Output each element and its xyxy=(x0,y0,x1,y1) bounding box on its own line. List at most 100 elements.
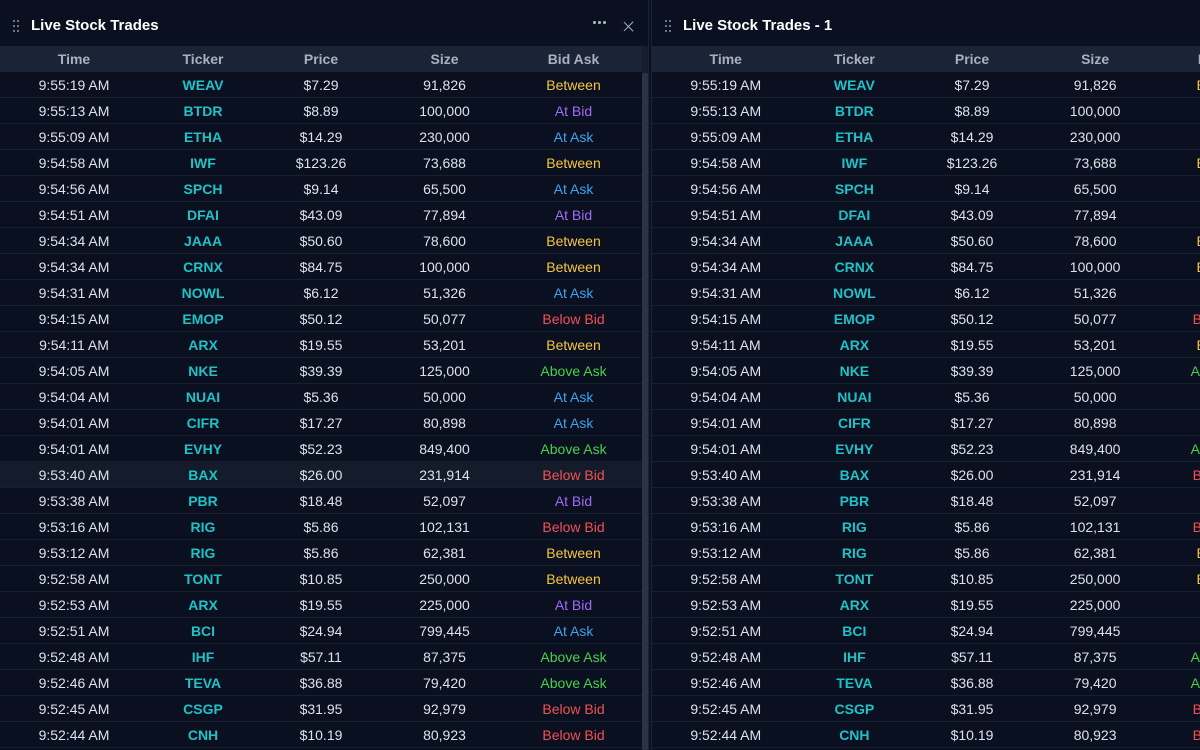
table-row[interactable]: 9:54:11 AM ARX $19.55 53,201 Between xyxy=(0,332,642,358)
ticker-symbol[interactable]: WEAV xyxy=(182,76,224,93)
table-row[interactable]: 9:52:48 AM IHF $57.11 87,375 Above Ask xyxy=(652,644,1200,670)
table-row[interactable]: 9:52:58 AM TONT $10.85 250,000 Between xyxy=(652,566,1200,592)
table-row[interactable]: 9:54:34 AM CRNX $84.75 100,000 Between xyxy=(0,254,642,280)
more-options-icon[interactable] xyxy=(593,21,607,25)
ticker-symbol[interactable]: CIFR xyxy=(186,414,220,431)
table-row[interactable]: 9:54:34 AM JAAA $50.60 78,600 Between xyxy=(0,228,642,254)
column-header-size[interactable]: Size xyxy=(1081,51,1110,67)
ticker-symbol[interactable]: CNH xyxy=(839,726,870,743)
ticker-symbol[interactable]: IWF xyxy=(190,154,216,171)
ticker-symbol[interactable]: NOWL xyxy=(181,284,225,301)
table-row[interactable]: 9:55:19 AM WEAV $7.29 91,826 Between xyxy=(652,72,1200,98)
table-row[interactable]: 9:54:05 AM NKE $39.39 125,000 Above Ask xyxy=(0,358,642,384)
column-header-time[interactable]: Time xyxy=(709,51,742,67)
table-row[interactable]: 9:54:58 AM IWF $123.26 73,688 Between xyxy=(652,150,1200,176)
table-row[interactable]: 9:54:15 AM EMOP $50.12 50,077 Below Bid xyxy=(652,306,1200,332)
close-icon[interactable] xyxy=(623,21,634,32)
table-row[interactable]: 9:55:09 AM ETHA $14.29 230,000 At Ask xyxy=(0,124,642,150)
ticker-symbol[interactable]: BAX xyxy=(839,466,870,483)
column-header-bid-ask[interactable]: Bid Ask xyxy=(547,51,600,67)
table-row[interactable]: 9:54:56 AM SPCH $9.14 65,500 At Ask xyxy=(0,176,642,202)
ticker-symbol[interactable]: RIG xyxy=(190,518,216,535)
ticker-symbol[interactable]: ARX xyxy=(839,336,870,353)
column-header-bid-ask[interactable]: Bid Ask xyxy=(1155,51,1200,67)
column-header-size[interactable]: Size xyxy=(430,51,459,67)
scrollbar-thumb[interactable] xyxy=(642,73,648,750)
ticker-symbol[interactable]: EVHY xyxy=(183,440,223,457)
table-row[interactable]: 9:53:38 AM PBR $18.48 52,097 At Bid xyxy=(652,488,1200,514)
table-row[interactable]: 9:54:05 AM NKE $39.39 125,000 Above Ask xyxy=(652,358,1200,384)
vertical-scrollbar[interactable] xyxy=(642,46,648,750)
table-row[interactable]: 9:54:15 AM EMOP $50.12 50,077 Below Bid xyxy=(0,306,642,332)
ticker-symbol[interactable]: IHF xyxy=(843,648,866,665)
ticker-symbol[interactable]: ARX xyxy=(839,596,870,613)
ticker-symbol[interactable]: DFAI xyxy=(838,206,871,223)
ticker-symbol[interactable]: ETHA xyxy=(183,128,223,145)
table-row[interactable]: 9:55:13 AM BTDR $8.89 100,000 At Bid xyxy=(652,98,1200,124)
ticker-symbol[interactable]: NKE xyxy=(839,362,870,379)
column-header-time[interactable]: Time xyxy=(57,51,91,67)
ticker-symbol[interactable]: WEAV xyxy=(833,76,875,93)
table-row[interactable]: 9:52:51 AM BCI $24.94 799,445 At Ask xyxy=(652,618,1200,644)
table-row[interactable]: 9:54:01 AM EVHY $52.23 849,400 Above Ask xyxy=(0,436,642,462)
ticker-symbol[interactable]: IHF xyxy=(191,648,215,665)
table-row[interactable]: 9:55:09 AM ETHA $14.29 230,000 At Ask xyxy=(652,124,1200,150)
ticker-symbol[interactable]: BAX xyxy=(188,466,218,483)
table-row[interactable]: 9:53:40 AM BAX $26.00 231,914 Below Bid xyxy=(652,462,1200,488)
ticker-symbol[interactable]: JAAA xyxy=(183,232,223,249)
ticker-symbol[interactable]: IWF xyxy=(841,154,868,171)
table-row[interactable]: 9:54:58 AM IWF $123.26 73,688 Between xyxy=(0,150,642,176)
ticker-symbol[interactable]: SPCH xyxy=(834,180,874,197)
ticker-symbol[interactable]: TEVA xyxy=(836,674,873,691)
table-row[interactable]: 9:52:51 AM BCI $24.94 799,445 At Ask xyxy=(0,618,642,644)
ticker-symbol[interactable]: ETHA xyxy=(835,128,874,145)
ticker-symbol[interactable]: CSGP xyxy=(834,700,875,717)
table-row[interactable]: 9:52:46 AM TEVA $36.88 79,420 Above Ask xyxy=(652,670,1200,696)
ticker-symbol[interactable]: ARX xyxy=(188,596,218,613)
table-row[interactable]: 9:54:04 AM NUAI $5.36 50,000 At Ask xyxy=(0,384,642,410)
ticker-symbol[interactable]: BCI xyxy=(190,622,216,639)
table-row[interactable]: 9:55:19 AM WEAV $7.29 91,826 Between xyxy=(0,72,642,98)
ticker-symbol[interactable]: NUAI xyxy=(185,388,221,405)
ticker-symbol[interactable]: CRNX xyxy=(183,258,223,275)
ticker-symbol[interactable]: BCI xyxy=(842,622,867,639)
column-header-ticker[interactable]: Ticker xyxy=(833,51,875,67)
table-row[interactable]: 9:52:53 AM ARX $19.55 225,000 At Bid xyxy=(652,592,1200,618)
ticker-symbol[interactable]: EVHY xyxy=(835,440,874,457)
table-row[interactable]: 9:54:56 AM SPCH $9.14 65,500 At Ask xyxy=(652,176,1200,202)
ticker-symbol[interactable]: NKE xyxy=(188,362,218,379)
table-row[interactable]: 9:53:12 AM RIG $5.86 62,381 Between xyxy=(652,540,1200,566)
table-row[interactable]: 9:53:38 AM PBR $18.48 52,097 At Bid xyxy=(0,488,642,514)
table-row[interactable]: 9:54:51 AM DFAI $43.09 77,894 At Bid xyxy=(652,202,1200,228)
ticker-symbol[interactable]: SPCH xyxy=(183,180,223,197)
ticker-symbol[interactable]: EMOP xyxy=(182,310,224,327)
table-row[interactable]: 9:53:16 AM RIG $5.86 102,131 Below Bid xyxy=(652,514,1200,540)
table-row[interactable]: 9:52:53 AM ARX $19.55 225,000 At Bid xyxy=(0,592,642,618)
ticker-symbol[interactable]: TEVA xyxy=(184,674,222,691)
table-row[interactable]: 9:52:48 AM IHF $57.11 87,375 Above Ask xyxy=(0,644,642,670)
table-row[interactable]: 9:55:13 AM BTDR $8.89 100,000 At Bid xyxy=(0,98,642,124)
table-row[interactable]: 9:54:31 AM NOWL $6.12 51,326 At Ask xyxy=(0,280,642,306)
table-row[interactable]: 9:54:01 AM EVHY $52.23 849,400 Above Ask xyxy=(652,436,1200,462)
table-row[interactable]: 9:54:34 AM CRNX $84.75 100,000 Between xyxy=(652,254,1200,280)
ticker-symbol[interactable]: CSGP xyxy=(183,700,223,717)
ticker-symbol[interactable]: TONT xyxy=(184,570,222,587)
ticker-symbol[interactable]: RIG xyxy=(190,544,216,561)
table-row[interactable]: 9:52:46 AM TEVA $36.88 79,420 Above Ask xyxy=(0,670,642,696)
ticker-symbol[interactable]: EMOP xyxy=(833,310,875,327)
table-row[interactable]: 9:52:58 AM TONT $10.85 250,000 Between xyxy=(0,566,642,592)
table-row[interactable]: 9:52:45 AM CSGP $31.95 92,979 Below Bid xyxy=(0,696,642,722)
table-row[interactable]: 9:52:44 AM CNH $10.19 80,923 Below Bid xyxy=(652,722,1200,748)
table-row[interactable]: 9:53:16 AM RIG $5.86 102,131 Below Bid xyxy=(0,514,642,540)
table-row[interactable]: 9:54:34 AM JAAA $50.60 78,600 Between xyxy=(652,228,1200,254)
ticker-symbol[interactable]: PBR xyxy=(188,492,218,509)
table-row[interactable]: 9:52:44 AM CNH $10.19 80,923 Below Bid xyxy=(0,722,642,748)
table-row[interactable]: 9:54:01 AM CIFR $17.27 80,898 At Ask xyxy=(0,410,642,436)
drag-handle-icon[interactable] xyxy=(665,20,673,33)
table-row[interactable]: 9:54:04 AM NUAI $5.36 50,000 At Ask xyxy=(652,384,1200,410)
ticker-symbol[interactable]: NUAI xyxy=(837,388,872,405)
table-row[interactable]: 9:53:40 AM BAX $26.00 231,914 Below Bid xyxy=(0,462,642,488)
table-row[interactable]: 9:53:12 AM RIG $5.86 62,381 Between xyxy=(0,540,642,566)
column-header-price[interactable]: Price xyxy=(954,51,990,67)
ticker-symbol[interactable]: CRNX xyxy=(834,258,875,275)
